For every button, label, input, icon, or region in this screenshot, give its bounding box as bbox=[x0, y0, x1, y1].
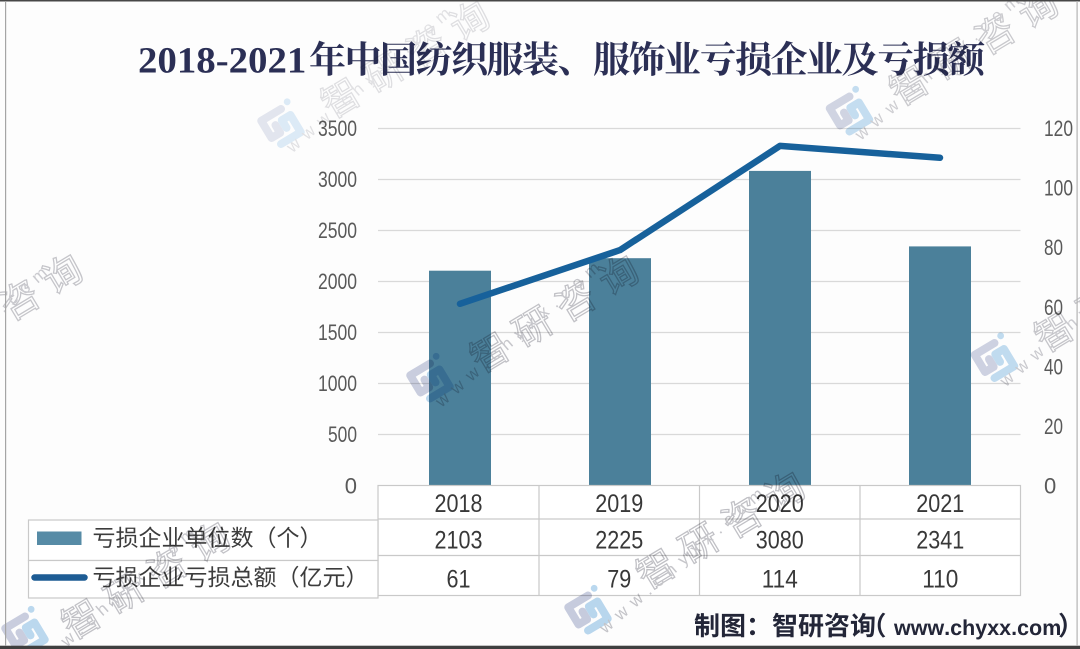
svg-text:20: 20 bbox=[1044, 414, 1063, 439]
svg-text:1000: 1000 bbox=[318, 371, 357, 396]
svg-text:0: 0 bbox=[1044, 474, 1056, 499]
svg-text:61: 61 bbox=[447, 566, 471, 594]
svg-text:2020: 2020 bbox=[756, 490, 804, 518]
svg-text:1500: 1500 bbox=[318, 320, 357, 345]
svg-text:120: 120 bbox=[1044, 116, 1073, 141]
svg-text:3080: 3080 bbox=[756, 527, 804, 555]
svg-text:2225: 2225 bbox=[595, 527, 643, 555]
svg-text:500: 500 bbox=[328, 422, 357, 447]
svg-text:2019: 2019 bbox=[595, 490, 643, 518]
svg-text:110: 110 bbox=[922, 566, 958, 594]
svg-text:2500: 2500 bbox=[318, 218, 357, 243]
svg-text:60: 60 bbox=[1044, 295, 1063, 320]
svg-text:80: 80 bbox=[1044, 235, 1063, 260]
svg-text:100: 100 bbox=[1044, 176, 1073, 201]
svg-text:0: 0 bbox=[345, 474, 357, 499]
svg-text:40: 40 bbox=[1044, 354, 1063, 379]
svg-text:114: 114 bbox=[762, 566, 798, 594]
svg-text:2103: 2103 bbox=[435, 527, 483, 555]
svg-text:2000: 2000 bbox=[318, 269, 357, 294]
svg-text:2021: 2021 bbox=[916, 490, 964, 518]
svg-text:3500: 3500 bbox=[318, 116, 357, 141]
svg-text:79: 79 bbox=[607, 566, 631, 594]
svg-text:2341: 2341 bbox=[916, 527, 964, 555]
svg-text:3000: 3000 bbox=[318, 167, 357, 192]
svg-text:2018: 2018 bbox=[435, 490, 483, 518]
